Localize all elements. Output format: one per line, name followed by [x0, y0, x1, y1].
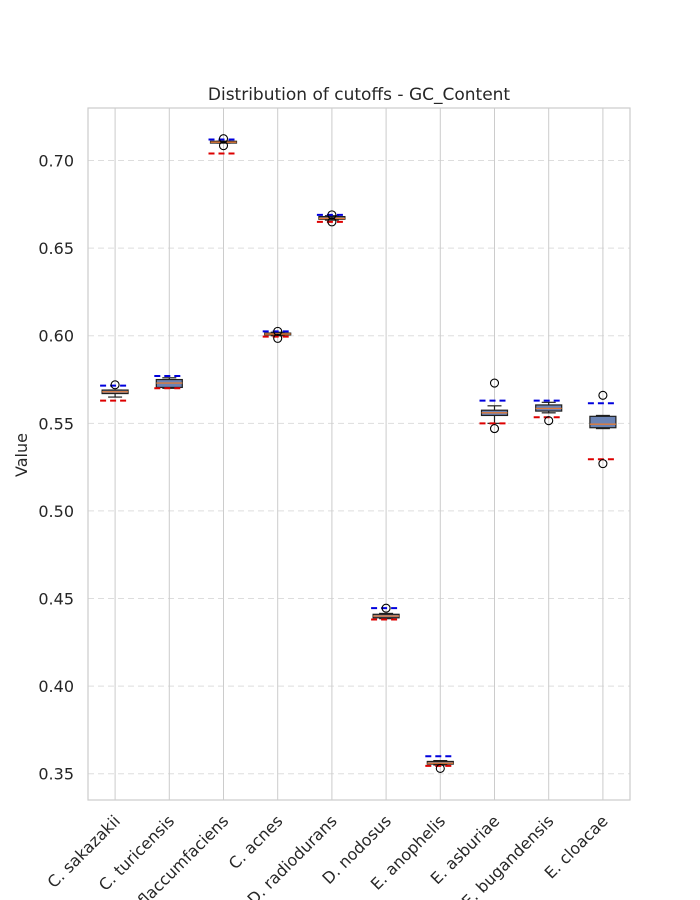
boxes-layer: [100, 134, 618, 774]
plot-frame: [87, 107, 631, 801]
y-tick-label: 0.45: [38, 590, 74, 609]
box-group: [262, 326, 293, 343]
outlier-point: [218, 134, 229, 144]
y-tick-label: 0.55: [38, 414, 74, 433]
outlier-point: [435, 763, 445, 774]
box-iqr: [589, 415, 617, 429]
chart-title: Distribution of cutoffs - GC_Content: [208, 85, 511, 105]
grid-layer: [88, 108, 630, 800]
outlier-point: [110, 380, 120, 390]
outlier-point: [381, 603, 391, 613]
y-tick-label: 0.50: [38, 502, 74, 521]
outlier-point: [598, 459, 608, 469]
box-group: [371, 603, 402, 621]
y-tick-label: 0.65: [38, 239, 74, 258]
box-group: [316, 210, 347, 227]
x-tick-label: D. radiodurans: [244, 811, 341, 900]
outlier-point: [327, 210, 337, 220]
outlier-point: [273, 326, 283, 336]
box-group: [479, 378, 510, 434]
box-group: [100, 380, 131, 402]
y-tick-label: 0.60: [38, 327, 74, 346]
y-tick-label: 0.40: [38, 677, 74, 696]
outlier-point: [489, 378, 500, 388]
box-group: [154, 375, 185, 390]
outlier-point: [598, 390, 608, 400]
box-group: [425, 755, 456, 774]
y-tick-label: 0.70: [38, 152, 74, 171]
y-tick-label: 0.35: [38, 765, 74, 784]
box-group: [587, 390, 618, 469]
outlier-point: [218, 141, 229, 151]
y-axis-label: Value: [12, 433, 31, 477]
outlier-point: [273, 333, 283, 343]
box-group: [533, 399, 564, 426]
box-group: [208, 134, 239, 155]
outlier-point: [327, 217, 337, 227]
outlier-point: [489, 424, 500, 434]
x-tick-label: E. bugandensis: [458, 811, 558, 900]
outlier-point: [544, 416, 554, 426]
y-tick-labels: 0.35 0.40 0.45 0.50 0.55 0.60 0.65 0.70: [38, 152, 74, 784]
